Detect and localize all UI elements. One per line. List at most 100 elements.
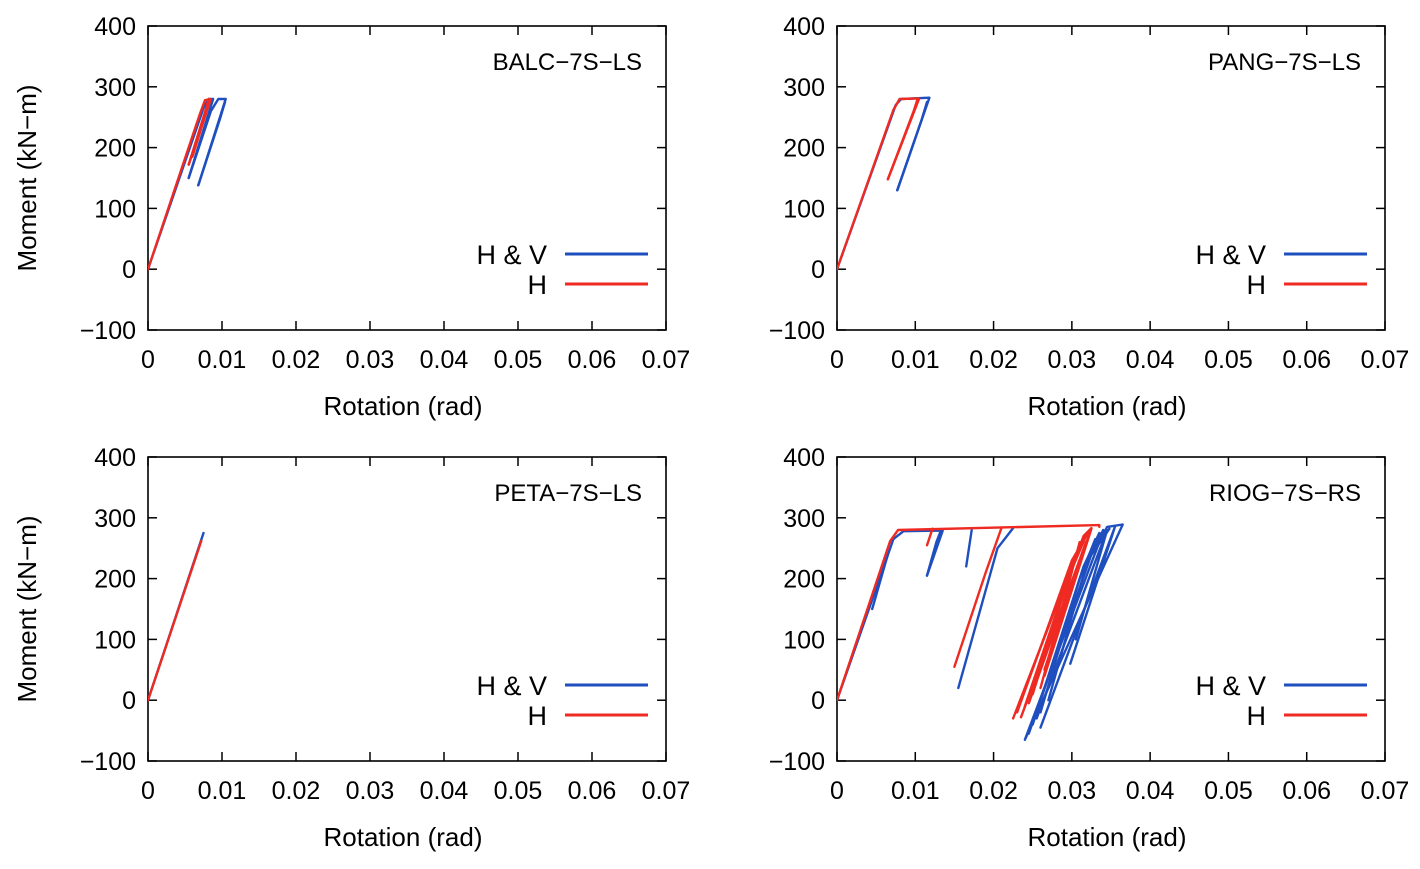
x-tick-label: 0.07 xyxy=(642,777,691,805)
x-tick-label: 0.01 xyxy=(198,346,247,374)
series-line xyxy=(871,553,890,611)
series-line xyxy=(1039,537,1097,714)
legend-label: H xyxy=(1247,270,1267,300)
panel-title: PETA−7S−LS xyxy=(494,480,642,507)
x-tick-label: 0.02 xyxy=(969,777,1018,805)
x-tick-label: 0.03 xyxy=(1048,777,1097,805)
series-h xyxy=(148,539,203,702)
x-tick-label: 0.03 xyxy=(346,777,395,805)
series-h-and-v xyxy=(837,96,931,271)
y-tick-label: 0 xyxy=(122,256,136,284)
series-line xyxy=(1039,525,1117,729)
y-tick-label: 300 xyxy=(783,505,825,533)
x-tick-label: 0.01 xyxy=(198,777,247,805)
plot-frame xyxy=(836,25,1386,331)
legend-label: H & V xyxy=(1195,240,1266,270)
y-axis-label: Moment (kN−m) xyxy=(12,84,42,271)
panel-title: BALC−7S−LS xyxy=(493,49,642,76)
series-h xyxy=(837,97,921,271)
x-tick-label: 0.03 xyxy=(1048,346,1097,374)
series-line xyxy=(925,528,943,577)
x-tick-label: 0.05 xyxy=(494,346,543,374)
legend-label: H xyxy=(528,701,548,731)
series-line xyxy=(837,96,931,271)
x-tick-label: 0.07 xyxy=(1361,346,1410,374)
x-tick-label: 0.02 xyxy=(272,346,321,374)
y-tick-label: 200 xyxy=(783,135,825,163)
legend-label: H xyxy=(1247,701,1267,731)
plot-frame xyxy=(147,456,667,762)
series-line xyxy=(837,529,944,702)
x-axis-label: Rotation (rad) xyxy=(324,822,483,852)
y-tick-label: 0 xyxy=(811,687,825,715)
series-line xyxy=(197,100,227,187)
y-tick-label: −100 xyxy=(80,317,136,345)
panel-title: PANG−7S−LS xyxy=(1208,49,1361,76)
y-tick-label: 300 xyxy=(94,74,136,102)
y-tick-label: 100 xyxy=(94,195,136,223)
series-line xyxy=(1035,528,1109,720)
y-tick-label: 100 xyxy=(783,626,825,654)
y-tick-label: −100 xyxy=(769,317,825,345)
x-tick-label: 0 xyxy=(830,777,844,805)
series-h-and-v xyxy=(837,523,1124,741)
series-h xyxy=(148,97,213,271)
y-tick-label: −100 xyxy=(80,748,136,776)
legend-label: H xyxy=(528,270,548,300)
x-tick-label: 0.01 xyxy=(891,777,940,805)
series-line xyxy=(148,539,203,702)
x-tick-label: 0 xyxy=(141,777,155,805)
x-tick-label: 0.07 xyxy=(1361,777,1410,805)
x-tick-label: 0.03 xyxy=(346,346,395,374)
panel-title: RIOG−7S−RS xyxy=(1209,480,1361,507)
series-h xyxy=(837,523,1101,720)
x-axis-label: Rotation (rad) xyxy=(324,391,483,421)
y-tick-label: 400 xyxy=(783,13,825,41)
series-line xyxy=(965,528,973,568)
x-tick-label: 0 xyxy=(141,346,155,374)
y-tick-label: 300 xyxy=(94,505,136,533)
x-tick-label: 0.05 xyxy=(494,777,543,805)
x-tick-label: 0 xyxy=(830,346,844,374)
legend-label: H & V xyxy=(1195,671,1266,701)
x-tick-label: 0.02 xyxy=(272,777,321,805)
y-tick-label: 300 xyxy=(783,74,825,102)
plot-frame xyxy=(147,25,667,331)
y-tick-label: 200 xyxy=(94,566,136,594)
plot-frame xyxy=(836,456,1386,762)
x-axis-label: Rotation (rad) xyxy=(1028,391,1187,421)
series-line xyxy=(837,523,1101,702)
x-axis-label: Rotation (rad) xyxy=(1028,822,1187,852)
y-tick-label: 100 xyxy=(94,626,136,654)
x-tick-label: 0.04 xyxy=(420,777,469,805)
series-line xyxy=(957,526,1015,690)
series-line xyxy=(925,527,934,547)
y-tick-label: 0 xyxy=(811,256,825,284)
x-tick-label: 0.04 xyxy=(1126,777,1175,805)
x-tick-label: 0.07 xyxy=(642,346,691,374)
legend-label: H & V xyxy=(476,671,547,701)
series-line xyxy=(953,526,1003,668)
y-tick-label: 0 xyxy=(122,687,136,715)
x-tick-label: 0.01 xyxy=(891,346,940,374)
legend-label: H & V xyxy=(476,240,547,270)
y-tick-label: 200 xyxy=(94,135,136,163)
x-tick-label: 0.06 xyxy=(1282,346,1331,374)
series-h-and-v xyxy=(148,97,227,271)
x-tick-label: 0.06 xyxy=(1282,777,1331,805)
series-line xyxy=(896,100,929,192)
x-tick-label: 0.04 xyxy=(420,346,469,374)
series-line xyxy=(191,112,207,158)
x-tick-label: 0.04 xyxy=(1126,346,1175,374)
x-tick-label: 0.02 xyxy=(969,346,1018,374)
y-tick-label: 200 xyxy=(783,566,825,594)
y-axis-label: Moment (kN−m) xyxy=(12,515,42,702)
y-tick-label: 400 xyxy=(94,13,136,41)
y-tick-label: 400 xyxy=(783,444,825,472)
x-tick-label: 0.06 xyxy=(568,777,617,805)
x-tick-label: 0.05 xyxy=(1204,346,1253,374)
